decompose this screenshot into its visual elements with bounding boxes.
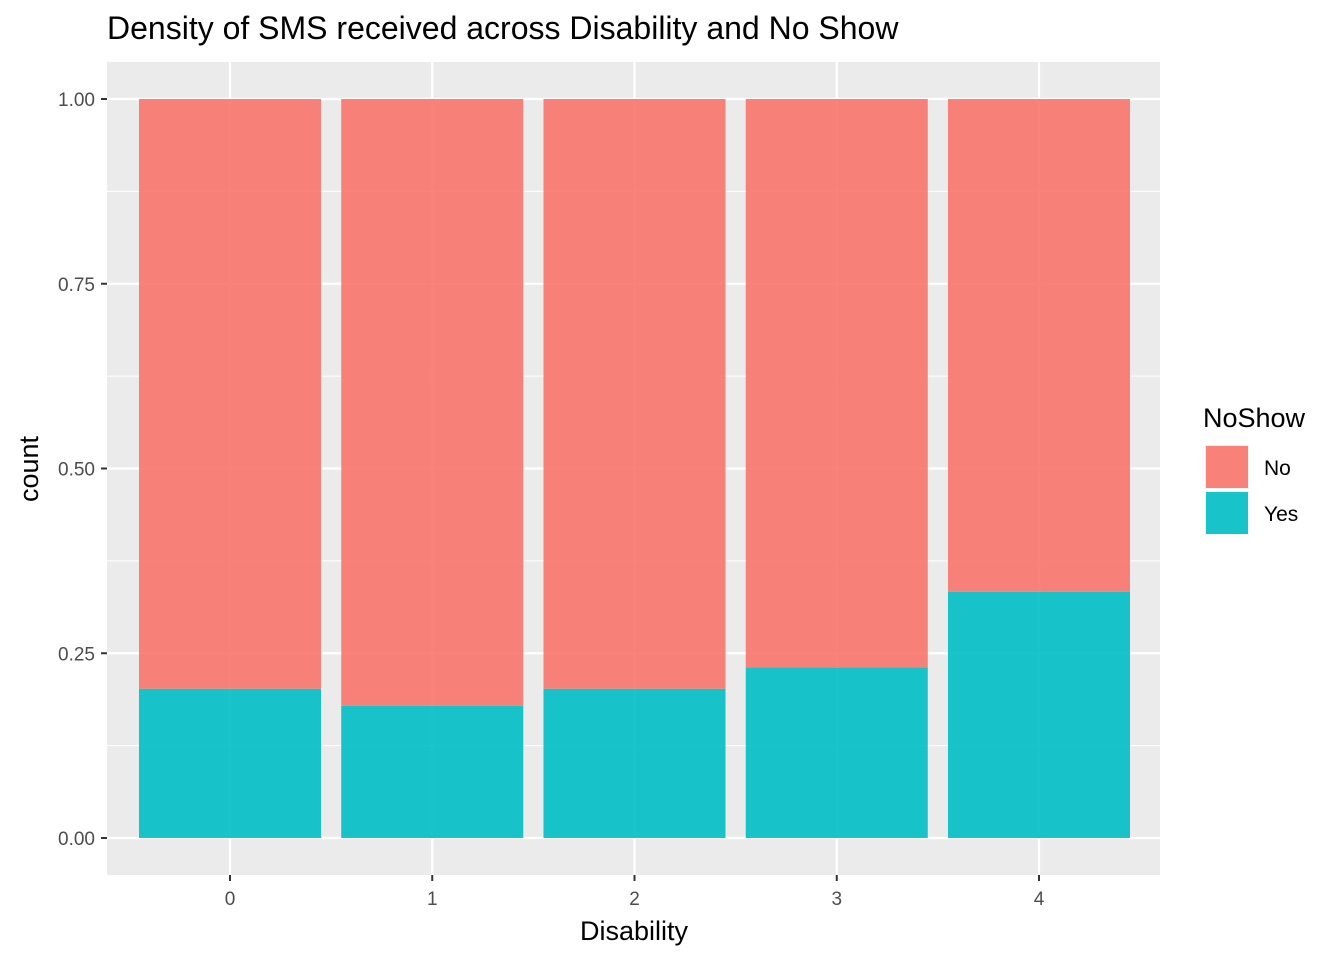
y-tick-label: 0.50: [58, 460, 95, 481]
chart-title: Density of SMS received across Disabilit…: [107, 10, 899, 46]
bar-yes-0: [138, 688, 322, 838]
legend: NoShow No Yes: [1203, 403, 1306, 535]
legend-label-yes: Yes: [1264, 503, 1298, 526]
legend-swatch-yes: [1206, 492, 1248, 534]
bar-no-1: [341, 99, 524, 706]
legend-swatch-no: [1206, 446, 1248, 488]
legend-label-no: No: [1264, 457, 1291, 480]
x-axis: 0 1 2 3 4: [225, 875, 1045, 910]
bar-yes-3: [745, 667, 928, 838]
bar-no-0: [138, 99, 322, 689]
bar-no-2: [543, 99, 726, 689]
bar-yes-4: [947, 591, 1131, 838]
bar-yes-2: [543, 688, 726, 838]
y-axis-title: count: [14, 435, 44, 502]
x-tick-label: 4: [1034, 889, 1045, 910]
x-tick-label: 0: [225, 889, 236, 910]
y-tick-label: 0.25: [58, 644, 95, 665]
bars: [138, 99, 1131, 838]
y-axis: 0.00 0.25 0.50 0.75 1.00: [58, 90, 107, 850]
bar-no-3: [745, 99, 928, 668]
x-tick-label: 1: [427, 889, 438, 910]
x-tick-label: 2: [629, 889, 640, 910]
x-tick-label: 3: [831, 889, 842, 910]
x-axis-title: Disability: [580, 916, 689, 946]
y-tick-label: 1.00: [58, 90, 95, 111]
bar-yes-1: [341, 705, 524, 838]
y-tick-label: 0.75: [58, 275, 95, 296]
legend-title: NoShow: [1203, 403, 1306, 433]
bar-no-4: [947, 99, 1131, 592]
y-tick-label: 0.00: [58, 829, 95, 850]
